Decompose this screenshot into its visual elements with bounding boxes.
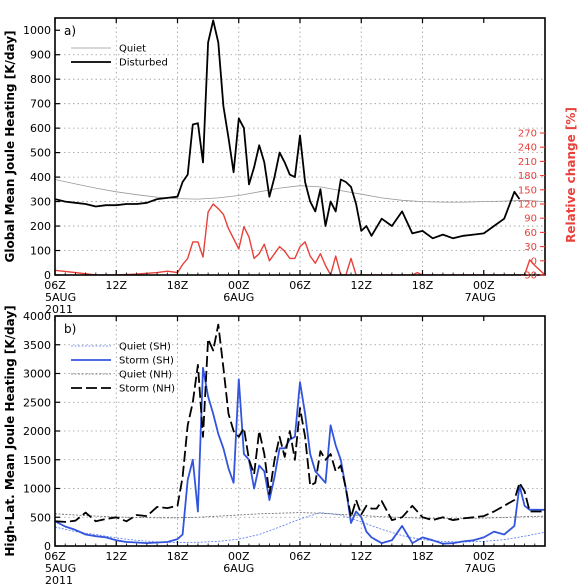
legend-label: Quiet (SH) [119,342,171,353]
x-tick-label: 5AUG [45,562,76,575]
panel-label: b) [64,322,76,336]
x-tick-label: 00Z [473,279,495,292]
x-tick-label: 2011 [45,303,73,316]
series-line-quiet [55,179,545,203]
x-tick-label: 18Z [412,550,434,563]
right-tick-label: 210 [518,157,537,168]
right-tick-label: 30 [524,242,537,253]
x-tick-label: 06Z [289,550,311,563]
series-line-storm-sh [55,366,545,545]
y-tick-label: 3500 [23,339,51,352]
right-tick-label: 240 [518,143,537,154]
x-tick-label: 2011 [45,574,73,586]
y-axis-label: Global Mean Joule Heating [K/day] [3,31,17,263]
right-tick-label: 120 [518,200,537,211]
right-tick-label: 150 [518,185,537,196]
legend-label: Quiet [119,44,146,55]
x-tick-label: 06Z [289,279,311,292]
right-tick-label: 180 [518,171,537,182]
y-tick-label: 0 [44,540,51,553]
x-tick-label: 12Z [105,550,127,563]
y-tick-label: 1000 [23,483,51,496]
x-tick-label: 6AUG [223,291,254,304]
y-tick-label: 900 [30,49,51,62]
y-tick-label: 2000 [23,425,51,438]
y-tick-label: 100 [30,245,51,258]
series-line-relative-change [55,203,545,275]
legend-label: Disturbed [119,58,168,69]
x-tick-label: 18Z [412,279,434,292]
x-tick-label: 00Z [228,550,250,563]
x-tick-label: 7AUG [465,562,496,575]
x-tick-label: 6AUG [223,562,254,575]
y-tick-label: 800 [30,73,51,86]
y-tick-label: 400 [30,171,51,184]
x-tick-label: 12Z [105,279,127,292]
legend-label: Storm (SH) [119,356,174,367]
right-tick-label: -30 [521,271,537,282]
y-tick-label: 300 [30,196,51,209]
x-tick-label: 00Z [473,550,495,563]
y-tick-label: 1000 [23,24,51,37]
x-tick-label: 7AUG [465,291,496,304]
y-tick-label: 500 [30,511,51,524]
y-tick-label: 4000 [23,310,51,323]
x-tick-label: 06Z [44,550,66,563]
y-tick-label: 500 [30,147,51,160]
right-tick-label: 60 [524,228,537,239]
y-tick-label: 1500 [23,454,51,467]
y-tick-label: 0 [44,269,51,282]
x-tick-label: 18Z [167,550,189,563]
panel-label: a) [64,24,76,38]
y-tick-label: 2500 [23,396,51,409]
y-tick-label: 200 [30,220,51,233]
legend-label: Quiet (NH) [119,370,172,381]
y-tick-label: 3000 [23,368,51,381]
y-tick-label: 700 [30,98,51,111]
series-line-disturbed [55,19,521,240]
right-axis-label: Relative change [%] [564,107,578,243]
x-tick-label: 12Z [350,550,372,563]
y-axis-label: High-Lat. Mean Joule Heating [K/day] [3,305,17,556]
y-tick-label: 600 [30,122,51,135]
x-tick-label: 5AUG [45,291,76,304]
x-tick-label: 18Z [167,279,189,292]
x-tick-label: 12Z [350,279,372,292]
right-tick-label: 90 [524,214,537,225]
right-tick-label: 0 [531,256,537,267]
legend-label: Storm (NH) [119,384,175,395]
series-line-quiet-nh [55,512,545,519]
right-tick-label: 270 [518,129,537,140]
x-tick-label: 06Z [44,279,66,292]
x-tick-label: 00Z [228,279,250,292]
series-line-storm-nh [55,323,545,523]
